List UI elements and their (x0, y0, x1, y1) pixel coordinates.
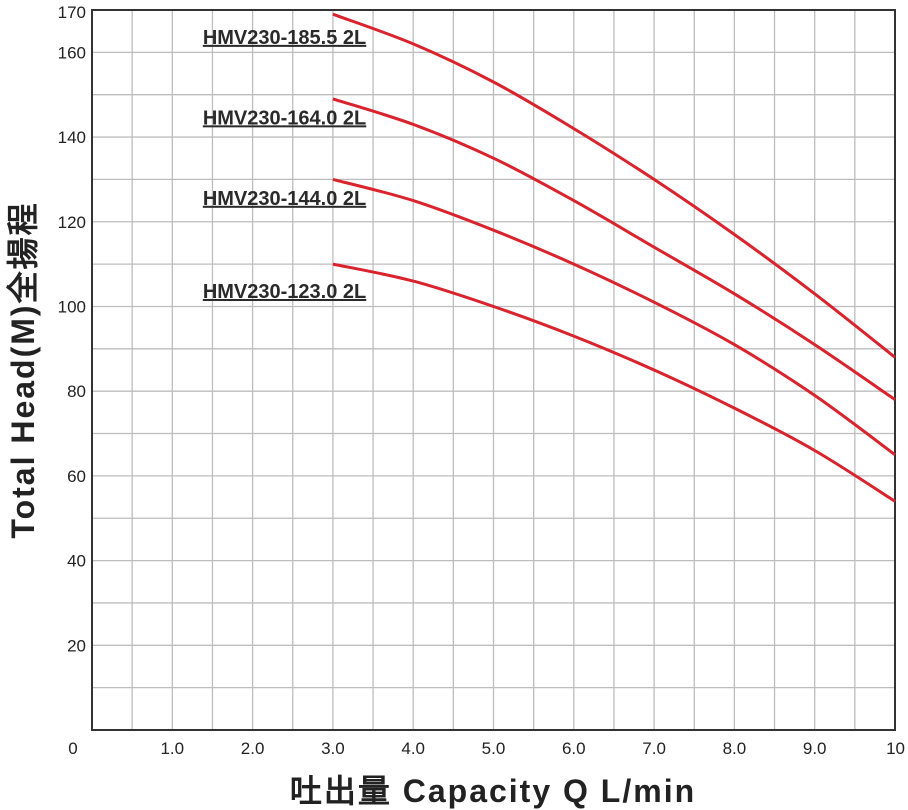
series-label: HMV230-144.0 2L (203, 188, 366, 210)
y-tick-label: 120 (58, 213, 86, 232)
series-label: HMV230-164.0 2L (203, 107, 366, 129)
y-axis-label: Total Head(M)全揚程 (5, 201, 41, 538)
x-tick-label: 2.0 (241, 739, 265, 758)
x-tick-label: 9.0 (803, 739, 827, 758)
series-curve (332, 97, 896, 401)
x-tick-label: 1.0 (160, 739, 184, 758)
x-tick-label: 8.0 (723, 739, 747, 758)
series-curve (332, 177, 896, 456)
plot-frame (91, 9, 896, 731)
x-tick-labels: 0 1.0 2.0 3.0 4.0 5.0 6.0 7.0 8.0 9.0 10 (68, 739, 905, 758)
x-tick-label: 0 (68, 739, 77, 758)
series-curve (332, 12, 896, 359)
y-tick-label: 160 (58, 43, 86, 62)
series-label: HMV230-185.5 2L (203, 27, 366, 49)
x-tick-label: 5.0 (482, 739, 506, 758)
y-tick-label: 170 (58, 3, 86, 22)
x-tick-label: 7.0 (642, 739, 666, 758)
y-tick-label: 80 (67, 382, 86, 401)
x-tick-label: 10 (886, 739, 905, 758)
y-tick-label: 40 (67, 552, 86, 571)
x-tick-label: 6.0 (562, 739, 586, 758)
x-axis-label: 吐出量 Capacity Q L/min (290, 773, 696, 809)
x-tick-label: 3.0 (321, 739, 345, 758)
series-label: HMV230-123.0 2L (203, 281, 366, 303)
y-tick-labels: 20 40 60 80 100 120 140 160 170 (58, 3, 86, 655)
series-curve (332, 262, 896, 503)
y-tick-label: 100 (58, 297, 86, 316)
y-tick-label: 60 (67, 467, 86, 486)
y-tick-label: 20 (67, 636, 86, 655)
series-curves (332, 12, 896, 503)
y-tick-label: 140 (58, 128, 86, 147)
series-labels: HMV230-185.5 2L HMV230-164.0 2L HMV230-144… (203, 27, 366, 303)
x-tick-label: 4.0 (401, 739, 425, 758)
